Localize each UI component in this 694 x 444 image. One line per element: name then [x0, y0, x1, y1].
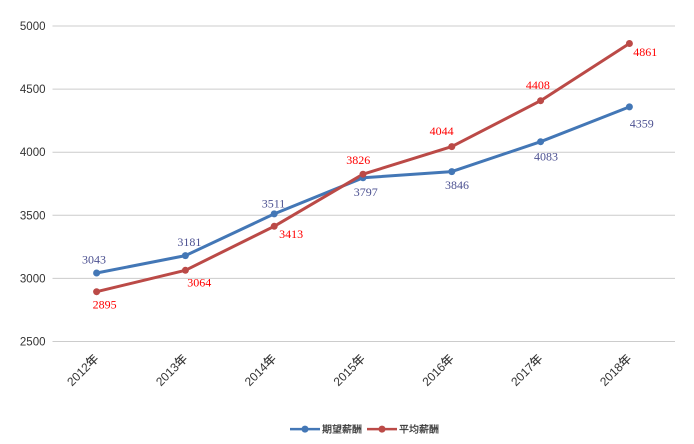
svg-text:4000: 4000: [20, 147, 46, 159]
svg-text:4044: 4044: [430, 124, 454, 138]
svg-text:4408: 4408: [526, 78, 550, 92]
svg-text:3000: 3000: [20, 273, 46, 285]
svg-text:4861: 4861: [633, 45, 657, 59]
svg-text:4083: 4083: [534, 150, 558, 164]
svg-text:5000: 5000: [20, 21, 46, 33]
svg-text:3181: 3181: [177, 235, 201, 249]
svg-text:2895: 2895: [93, 297, 117, 311]
svg-text:4359: 4359: [630, 117, 654, 131]
svg-text:3064: 3064: [187, 276, 211, 290]
svg-text:4500: 4500: [20, 84, 46, 96]
svg-text:2500: 2500: [20, 337, 46, 349]
svg-text:3511: 3511: [262, 196, 286, 210]
svg-text:3846: 3846: [445, 178, 469, 192]
svg-text:3413: 3413: [279, 227, 303, 241]
svg-text:3500: 3500: [20, 210, 46, 222]
svg-text:3797: 3797: [354, 185, 378, 199]
svg-text:3826: 3826: [346, 153, 370, 167]
svg-text:3043: 3043: [82, 253, 106, 267]
